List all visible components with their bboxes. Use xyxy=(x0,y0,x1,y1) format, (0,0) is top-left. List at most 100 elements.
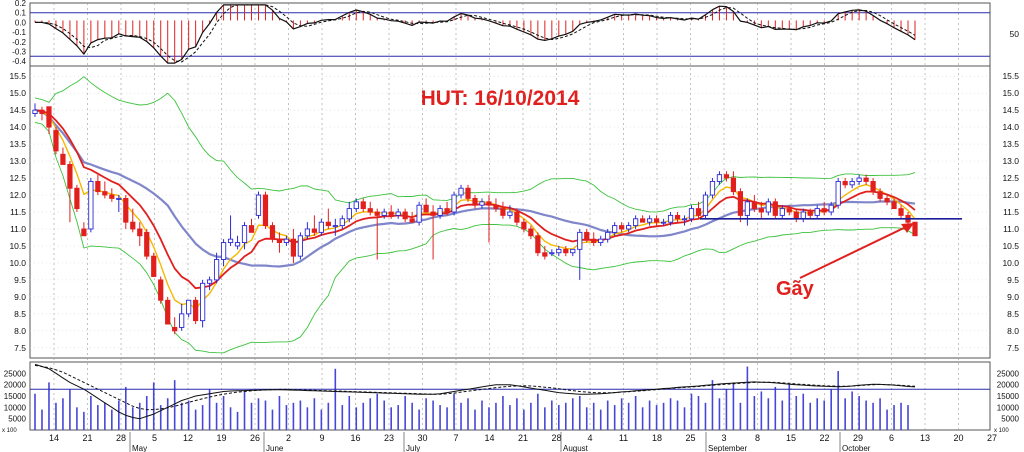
candles xyxy=(32,103,918,335)
candle xyxy=(465,184,471,202)
candle-body xyxy=(165,299,171,325)
candle xyxy=(619,222,625,233)
candle-body xyxy=(81,228,87,237)
price-tick-left: 7.5 xyxy=(14,343,26,353)
candle-body xyxy=(821,208,827,213)
candle-body xyxy=(220,242,227,260)
candle xyxy=(744,198,750,226)
candle-body xyxy=(807,211,813,216)
candle xyxy=(444,201,450,216)
candle xyxy=(723,171,730,182)
candle xyxy=(248,218,255,233)
candle-body xyxy=(626,225,632,230)
osc-tick-left: -0.2 xyxy=(12,38,26,47)
candle xyxy=(381,208,387,219)
candle xyxy=(716,171,723,185)
candle xyxy=(653,215,660,226)
candle-body xyxy=(388,211,394,216)
candle-body xyxy=(213,259,220,281)
candle-body xyxy=(234,242,241,247)
candle xyxy=(584,228,590,243)
candle xyxy=(570,248,576,257)
x-tick-label: 15 xyxy=(786,433,796,443)
annotation-label: Gãy xyxy=(776,278,814,300)
candle xyxy=(95,174,101,196)
candle xyxy=(32,103,38,117)
candle-body xyxy=(751,201,757,210)
volume-unit-right: x 100 xyxy=(994,428,1009,434)
candle xyxy=(346,201,352,223)
candle-body xyxy=(542,252,548,257)
candle xyxy=(500,201,506,219)
candle xyxy=(200,279,206,328)
candle xyxy=(186,299,192,318)
volume-ma-dashed xyxy=(34,364,916,411)
candle xyxy=(479,198,485,209)
x-tick-label: 12 xyxy=(183,433,193,443)
gridlines xyxy=(53,3,959,430)
candle-body xyxy=(884,197,890,203)
candle-body xyxy=(570,248,576,254)
candle-body xyxy=(563,248,569,254)
candle xyxy=(46,106,52,134)
candle-body xyxy=(758,208,764,213)
price-tick-left: 8.0 xyxy=(14,326,26,336)
candle-body xyxy=(591,238,597,244)
candle xyxy=(633,215,639,229)
candle xyxy=(53,127,59,155)
candle xyxy=(814,205,820,219)
x-tick-label: 3 xyxy=(721,433,726,443)
price-tick-right: 11.5 xyxy=(1003,207,1019,217)
candle xyxy=(227,215,234,246)
candle-body xyxy=(381,211,387,216)
candle-body xyxy=(633,218,639,227)
candle-body xyxy=(688,208,695,220)
candle xyxy=(821,201,827,216)
oscillator-line xyxy=(35,4,916,64)
candle xyxy=(674,212,681,223)
candle xyxy=(283,235,290,246)
candle xyxy=(828,201,834,216)
candle xyxy=(269,222,276,243)
candle-body xyxy=(423,204,429,213)
candle xyxy=(709,178,716,199)
price-tick-right: 12.0 xyxy=(1002,190,1019,200)
candle-body xyxy=(409,218,415,223)
candle xyxy=(130,208,136,233)
candle xyxy=(109,188,115,202)
price-tick-right: 14.5 xyxy=(1002,105,1019,115)
candle xyxy=(374,208,380,260)
candle-body xyxy=(737,191,744,216)
candle xyxy=(144,228,150,260)
candle-body xyxy=(877,191,883,199)
x-tick-label: 28 xyxy=(551,433,561,443)
candle xyxy=(60,147,66,165)
candle xyxy=(213,252,220,284)
x-tick-label: 25 xyxy=(685,433,695,443)
x-tick-label: 13 xyxy=(920,433,930,443)
candle-body xyxy=(116,197,122,200)
x-tick-label: 9 xyxy=(319,433,324,443)
candle xyxy=(877,188,883,202)
volume-tick-right: 5000 xyxy=(1001,415,1019,424)
candle xyxy=(486,195,492,243)
candle xyxy=(786,205,792,216)
candle-body xyxy=(444,208,450,213)
candle xyxy=(67,161,73,223)
candle-body xyxy=(800,211,806,220)
bollinger-upper xyxy=(34,76,916,213)
candle xyxy=(758,201,764,219)
candle-body xyxy=(653,218,660,223)
candle-body xyxy=(430,211,436,216)
candle xyxy=(388,205,394,219)
annotation-arrowhead xyxy=(901,223,914,233)
x-tick-label: 23 xyxy=(384,433,394,443)
osc-tick-left: -0.4 xyxy=(12,57,26,66)
candle-body xyxy=(53,130,59,152)
volume-tick-left: 25000 xyxy=(4,369,27,378)
candle-body xyxy=(200,282,206,322)
candle-body xyxy=(451,194,457,213)
candle-body xyxy=(144,231,150,257)
osc-tick-left: 0.0 xyxy=(15,18,27,27)
candle-body xyxy=(276,238,283,244)
